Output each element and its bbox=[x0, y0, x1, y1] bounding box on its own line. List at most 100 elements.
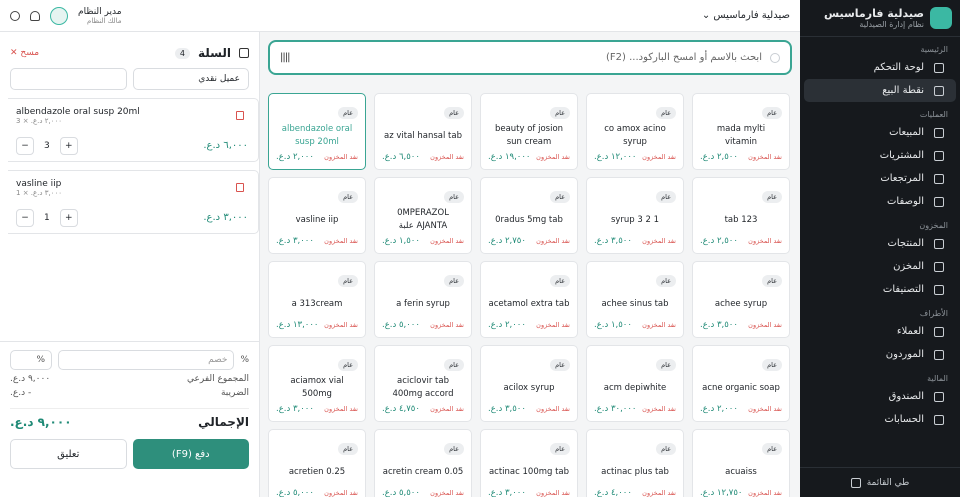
clear-button[interactable]: مسح ✕ bbox=[10, 48, 39, 58]
product-footer: نفد المخزون ٤,٧٥٠ د.ع. bbox=[382, 404, 464, 414]
remove-item[interactable] bbox=[236, 111, 244, 120]
nav-label: الصندوق bbox=[888, 391, 924, 402]
cart-item: albendazole oral susp 20ml ٢,٠٠٠ د.ع. × 3… bbox=[8, 98, 259, 162]
nav-item[interactable]: المخزن bbox=[804, 255, 956, 278]
stock-status: نفد المخزون bbox=[536, 405, 570, 413]
product-card[interactable]: عام vasline iip نفد المخزون ٣,٠٠٠ د.ع. bbox=[268, 177, 366, 254]
product-card[interactable]: عام 123 tab نفد المخزون ٢,٥٠٠ د.ع. bbox=[692, 177, 790, 254]
bell-icon[interactable] bbox=[30, 10, 40, 21]
product-card[interactable]: عام actinac 100mg tab نفد المخزون ٣,٠٠٠ د.ع… bbox=[480, 429, 578, 497]
nav-icon bbox=[934, 173, 944, 184]
category-badge: عام bbox=[444, 275, 464, 287]
product-footer: نفد المخزون ١,٥٠٠ د.ع. bbox=[382, 236, 464, 246]
section-title: الأطراف bbox=[919, 309, 948, 318]
discount-input[interactable]: خصم bbox=[58, 350, 235, 370]
nav-item[interactable]: العملاء bbox=[804, 320, 956, 343]
product-price: ٢,٥٠٠ د.ع. bbox=[700, 152, 738, 162]
product-name: achee sinus tab bbox=[601, 298, 669, 309]
content: ابحث بالاسم أو امسح الباركود... (F2) ||||… bbox=[0, 32, 800, 497]
nav-label: نقطة البيع bbox=[882, 85, 924, 96]
product-card[interactable]: عام actinac plus tab نفد المخزون ٤,٠٠٠ د.ع. bbox=[586, 429, 684, 497]
product-name: 0radus 5mg tab bbox=[495, 214, 563, 225]
product-card[interactable]: عام 1 2 3 syrup نفد المخزون ٣,٥٠٠ د.ع. bbox=[586, 177, 684, 254]
nav-item[interactable]: الموردون bbox=[804, 343, 956, 366]
nav-item[interactable]: الحسابات bbox=[804, 408, 956, 431]
product-card[interactable]: عام az vital hansal tab نفد المخزون ٦,٥٠٠ د… bbox=[374, 93, 472, 170]
remove-item[interactable] bbox=[236, 183, 244, 192]
product-card[interactable]: عام 0radus 5mg tab نفد المخزون ٢,٧٥٠ د.ع. bbox=[480, 177, 578, 254]
product-footer: نفد المخزون ٢,٧٥٠ د.ع. bbox=[488, 236, 570, 246]
product-card[interactable]: عام albendazole oral susp 20ml نفد المخزون… bbox=[268, 93, 366, 170]
nav-item[interactable]: الوصفات bbox=[804, 190, 956, 213]
decrease[interactable]: − bbox=[16, 209, 34, 227]
product-card[interactable]: عام aciamox vial 500mg نفد المخزون ٣,٠٠٠ د.… bbox=[268, 345, 366, 422]
increase[interactable]: + bbox=[59, 209, 78, 227]
avatar[interactable] bbox=[50, 6, 68, 25]
product-name: acne organic soap bbox=[702, 382, 780, 393]
discount-type[interactable]: % bbox=[10, 350, 52, 370]
category-badge: عام bbox=[338, 107, 358, 119]
search-icon bbox=[770, 52, 780, 63]
category-badge: عام bbox=[338, 275, 358, 287]
section-title: الرئيسية bbox=[920, 45, 948, 54]
product-card[interactable]: عام achee sinus tab نفد المخزون ١,٥٠٠ د.ع. bbox=[586, 261, 684, 338]
nav-item[interactable]: الصندوق bbox=[804, 385, 956, 408]
product-price: ١٢,٠٠٠ د.ع. bbox=[594, 152, 637, 162]
product-card[interactable]: عام achee syrup نفد المخزون ٣,٥٠٠ د.ع. bbox=[692, 261, 790, 338]
add-customer[interactable] bbox=[10, 68, 127, 90]
nav-item[interactable]: لوحة التحكم bbox=[804, 56, 956, 79]
product-card[interactable]: عام 0MPERAZOL AJANTA علبة نفد المخزون ١,٥٠٠… bbox=[374, 177, 472, 254]
stock-status: نفد المخزون bbox=[536, 237, 570, 245]
hold-button[interactable]: تعليق bbox=[10, 439, 127, 469]
product-card[interactable]: عام beauty of josion sun cream نفد المخزون… bbox=[480, 93, 578, 170]
increase[interactable]: + bbox=[59, 137, 78, 155]
nav-item[interactable]: التصنيفات bbox=[804, 278, 956, 301]
product-card[interactable]: عام a ferin syrup نفد المخزون ٥,٠٠٠ د.ع. bbox=[374, 261, 472, 338]
product-name: 1 2 3 syrup bbox=[610, 214, 660, 225]
theme-icon[interactable] bbox=[10, 10, 20, 21]
decrease[interactable]: − bbox=[16, 137, 34, 155]
category-badge: عام bbox=[762, 191, 782, 203]
nav-item[interactable]: نقطة البيع bbox=[804, 79, 956, 102]
nav-item[interactable]: المبيعات bbox=[804, 121, 956, 144]
products-panel: ابحث بالاسم أو امسح الباركود... (F2) ||||… bbox=[260, 32, 800, 497]
product-card[interactable]: عام acm depiwhite نفد المخزون ٣٠,٠٠٠ د.ع. bbox=[586, 345, 684, 422]
product-card[interactable]: عام acretin cream 0.05 نفد المخزون ٥,٥٠٠ د.… bbox=[374, 429, 472, 497]
search-box[interactable]: ابحث بالاسم أو امسح الباركود... (F2) |||| bbox=[268, 40, 792, 75]
nav-icon bbox=[934, 261, 944, 272]
pharmacy-selector[interactable]: صيدلية فارماسيس ⌄ bbox=[702, 10, 790, 21]
product-card[interactable]: عام co amox acino syrup نفد المخزون ١٢,٠٠٠ … bbox=[586, 93, 684, 170]
product-card[interactable]: عام acuaiss نفد المخزون ١٢,٧٥٠ د.ع. bbox=[692, 429, 790, 497]
customer-select[interactable]: عميل نقدي bbox=[132, 68, 249, 90]
section-title: المالية bbox=[927, 374, 948, 383]
product-card[interactable]: عام acne organic soap نفد المخزون ٢,٠٠٠ د.ع… bbox=[692, 345, 790, 422]
nav-item[interactable]: المشتريات bbox=[804, 144, 956, 167]
product-card[interactable]: عام mada mylti vitamin نفد المخزون ٢,٥٠٠ د.… bbox=[692, 93, 790, 170]
nav-icon bbox=[934, 62, 944, 73]
product-card[interactable]: عام acilox syrup نفد المخزون ٣,٥٠٠ د.ع. bbox=[480, 345, 578, 422]
category-badge: عام bbox=[338, 443, 358, 455]
product-card[interactable]: عام aciclovir tab 400mg accord نفد المخزون… bbox=[374, 345, 472, 422]
clear-label: مسح bbox=[20, 48, 40, 58]
product-card[interactable]: عام a 313cream نفد المخزون ١٣,٠٠٠ د.ع. bbox=[268, 261, 366, 338]
product-card[interactable]: عام acretien 0.25 نفد المخزون ٥,٠٠٠ د.ع. bbox=[268, 429, 366, 497]
nav-item[interactable]: المرتجعات bbox=[804, 167, 956, 190]
nav-icon bbox=[934, 238, 944, 249]
collapse-button[interactable]: طي القائمة bbox=[800, 467, 960, 497]
category-badge: عام bbox=[656, 443, 676, 455]
pharmacy-name: صيدلية فارماسيس bbox=[713, 10, 790, 21]
item-name: vasline iip bbox=[16, 179, 62, 189]
category-badge: عام bbox=[444, 359, 464, 371]
product-price: ٤,٧٥٠ د.ع. bbox=[382, 404, 420, 414]
product-card[interactable]: عام acetamol extra tab نفد المخزون ٢,٠٠٠ د.… bbox=[480, 261, 578, 338]
category-badge: عام bbox=[762, 275, 782, 287]
summary-label: الإجمالي bbox=[198, 415, 249, 429]
product-footer: نفد المخزون ٣,٥٠٠ د.ع. bbox=[700, 320, 782, 330]
cart-title-text: السلة bbox=[197, 46, 231, 60]
pay-button[interactable]: دفع (F9) bbox=[132, 439, 249, 469]
cart-icon bbox=[239, 48, 249, 58]
product-name: co amox acino syrup bbox=[604, 124, 666, 147]
stock-status: نفد المخزون bbox=[748, 405, 782, 413]
nav-item[interactable]: المنتجات bbox=[804, 232, 956, 255]
